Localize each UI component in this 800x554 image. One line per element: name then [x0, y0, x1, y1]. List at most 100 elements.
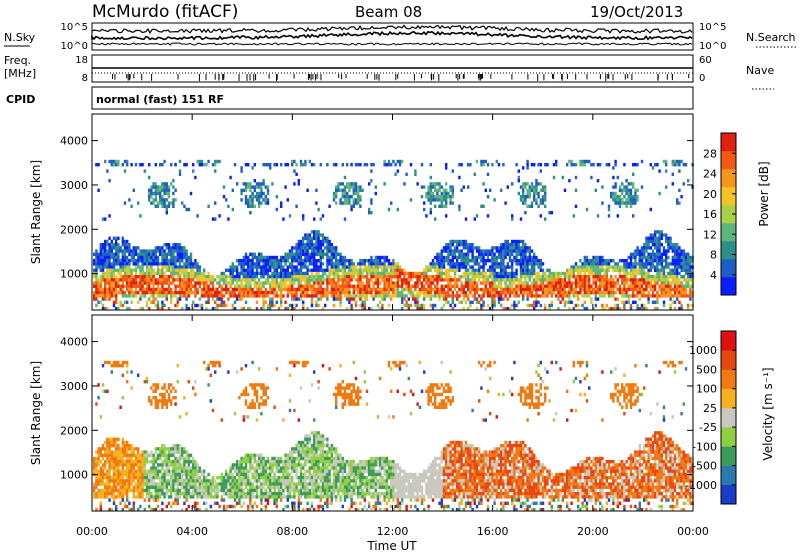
power-cell — [491, 265, 494, 269]
power-cell — [629, 201, 633, 205]
power-cell — [621, 291, 624, 295]
power-cell — [262, 297, 265, 301]
power-cell — [436, 262, 439, 266]
power-cell — [689, 291, 692, 295]
power-cell — [244, 291, 248, 295]
velocity-cell — [99, 453, 102, 457]
power-cell — [240, 259, 243, 263]
power-cell — [574, 294, 578, 298]
power-cell — [258, 291, 261, 295]
power-cell — [387, 271, 391, 276]
power-cell — [341, 182, 344, 186]
power-cell — [645, 307, 648, 311]
power-cell — [185, 284, 188, 288]
power-cell — [203, 271, 206, 276]
power-cell — [438, 287, 441, 292]
power-cell — [372, 297, 375, 301]
power-cell — [198, 271, 201, 276]
power-cell — [346, 287, 349, 292]
power-cell — [95, 255, 98, 260]
power-cell — [315, 287, 318, 292]
power-cell — [159, 271, 162, 276]
power-cell — [548, 278, 551, 282]
power-cell — [583, 268, 586, 272]
velocity-cell — [145, 495, 149, 499]
velocity-cell — [115, 453, 118, 457]
power-cell — [667, 281, 670, 285]
power-cell — [599, 281, 602, 285]
power-cell — [425, 287, 428, 292]
power-cell — [464, 291, 468, 295]
power-cell — [689, 265, 692, 269]
power-cell — [519, 284, 523, 288]
power-cell — [357, 262, 360, 266]
power-cell — [359, 284, 362, 288]
power-cell — [577, 268, 580, 272]
velocity-cell — [126, 364, 129, 368]
power-cell — [357, 163, 360, 167]
power-cell — [249, 294, 252, 298]
power-cell — [260, 268, 263, 272]
power-cell — [222, 278, 226, 282]
power-cell — [442, 246, 446, 250]
power-cell — [264, 198, 267, 202]
power-cell — [601, 265, 604, 269]
velocity-cell — [121, 466, 124, 470]
power-cell — [244, 198, 248, 202]
velocity-cell — [143, 476, 146, 480]
power-cell — [343, 191, 347, 196]
power-cell — [588, 275, 591, 279]
power-cell — [427, 278, 430, 282]
power-cell — [165, 278, 168, 282]
power-cell — [225, 278, 228, 282]
power-cell — [456, 259, 459, 263]
power-cell — [431, 191, 435, 196]
power-cell — [682, 259, 685, 263]
power-cell — [636, 252, 639, 256]
power-cell — [530, 284, 534, 288]
power-cell — [385, 291, 388, 295]
power-cell — [145, 265, 149, 269]
power-cell — [368, 281, 371, 285]
power-cell — [291, 252, 294, 256]
velocity-cell — [117, 463, 120, 467]
power-cell — [566, 281, 569, 285]
power-cell — [680, 275, 683, 279]
velocity-cell — [134, 495, 138, 499]
power-cell — [152, 259, 155, 263]
power-cell — [484, 287, 487, 292]
power-cell — [649, 281, 652, 285]
power-cell — [425, 275, 428, 279]
power-cell — [640, 252, 644, 256]
power-cell — [390, 271, 393, 276]
power-cell — [218, 278, 221, 282]
power-cell — [247, 278, 250, 282]
power-cell — [240, 278, 243, 282]
power-cell — [557, 307, 560, 311]
power-cell — [645, 284, 648, 288]
velocity-cell — [119, 476, 122, 480]
power-cell — [645, 262, 648, 266]
power-cell — [539, 287, 542, 292]
power-cell — [141, 275, 144, 279]
power-cell — [255, 255, 259, 260]
power-cell — [165, 204, 168, 208]
velocity-cell — [141, 453, 144, 457]
power-cell — [115, 300, 118, 304]
power-cell — [654, 281, 657, 285]
power-cell — [262, 307, 265, 311]
power-cell — [658, 230, 661, 234]
power-cell — [599, 265, 602, 269]
power-cell — [101, 307, 105, 311]
power-cell — [680, 262, 683, 266]
power-cell — [398, 163, 402, 167]
power-cell — [284, 163, 287, 167]
power-cell — [176, 278, 179, 282]
power-cell — [614, 268, 617, 272]
power-cell — [640, 271, 644, 276]
power-cell — [310, 230, 314, 234]
power-cell — [649, 284, 652, 288]
power-cell — [196, 278, 199, 282]
power-cell — [623, 275, 626, 279]
power-cell — [379, 271, 382, 276]
